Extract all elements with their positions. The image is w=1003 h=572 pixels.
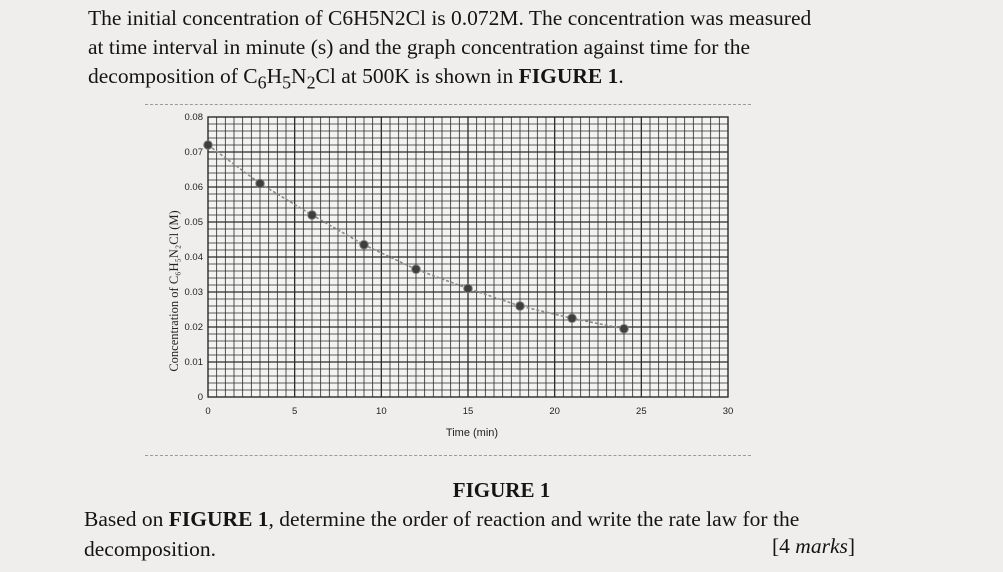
figure-caption: FIGURE 1 [452,478,551,502]
data-point [307,210,317,220]
question-line-3-c: N [291,64,307,88]
subscript-2: 2 [306,72,316,93]
x-tick-label: 0 [205,406,210,417]
chart-grid [207,116,729,398]
task-part-3: decomposition. [84,537,216,561]
chart-ticks: 0 5 10 15 20 25 30 0 0.01 0.02 0.03 0.04 0.05 0.06 0.0… [185,112,734,417]
subscript-6: 6 [257,72,267,93]
marks-word: marks [795,534,848,558]
question-line-3-a: decomposition of C [88,64,258,88]
data-point [203,140,213,150]
data-point [359,240,369,250]
figure-frame: 0 5 10 15 20 25 30 0 0.01 0.02 0.03 0.04 0.05 0.06 0.0… [145,104,751,456]
question-line-3-end: . [618,64,624,88]
data-point [515,301,525,311]
question-line-3-b: H [266,64,283,88]
data-point [411,264,421,274]
x-tick-label: 10 [376,406,387,417]
x-axis-label: Time (min) [446,427,498,439]
data-point [567,313,577,323]
y-tick-label: 0.01 [185,357,204,368]
y-tick-label: 0.06 [185,182,204,193]
marks-allocation: [4 marks] [772,534,855,559]
figure-reference: FIGURE 1 [518,64,619,88]
data-point [255,178,265,189]
y-tick-label: 0.03 [185,287,204,298]
y-tick-label: 0.08 [185,112,204,123]
y-tick-label: 0.04 [185,252,204,263]
marks-open: [4 [772,534,796,558]
data-point [619,324,629,334]
task-text: Based on FIGURE 1, determine the order o… [84,504,884,564]
x-tick-label: 30 [723,406,734,417]
y-tick-label: 0 [198,392,203,403]
task-part-1: Based on [84,507,169,531]
y-axis-label: Concentration of C₆H₅N₂Cl (M) [167,210,181,371]
chart-series [203,140,629,334]
data-point [463,283,473,294]
y-tick-label: 0.07 [185,147,204,158]
y-tick-label: 0.05 [185,217,204,228]
concentration-time-chart: 0 5 10 15 20 25 30 0 0.01 0.02 0.03 0.04 0.05 0.06 0.0… [167,112,734,439]
x-tick-label: 15 [463,406,474,417]
question-line-1: The initial concentration of C6H5N2Cl is… [88,6,812,30]
x-tick-label: 5 [292,406,297,417]
question-line-3-d: Cl at 500K is shown in [315,64,519,88]
subscript-5: 5 [282,72,292,93]
task-part-2: , determine the order of reaction and wr… [268,507,800,531]
task-figure-reference: FIGURE 1 [168,507,269,531]
x-tick-label: 20 [549,406,560,417]
marks-close: ] [847,534,856,558]
question-line-2: at time interval in minute (s) and the g… [88,35,751,59]
x-tick-label: 25 [636,406,647,417]
question-text: The initial concentration of C6H5N2Cl is… [88,4,878,97]
y-tick-label: 0.02 [185,322,204,333]
